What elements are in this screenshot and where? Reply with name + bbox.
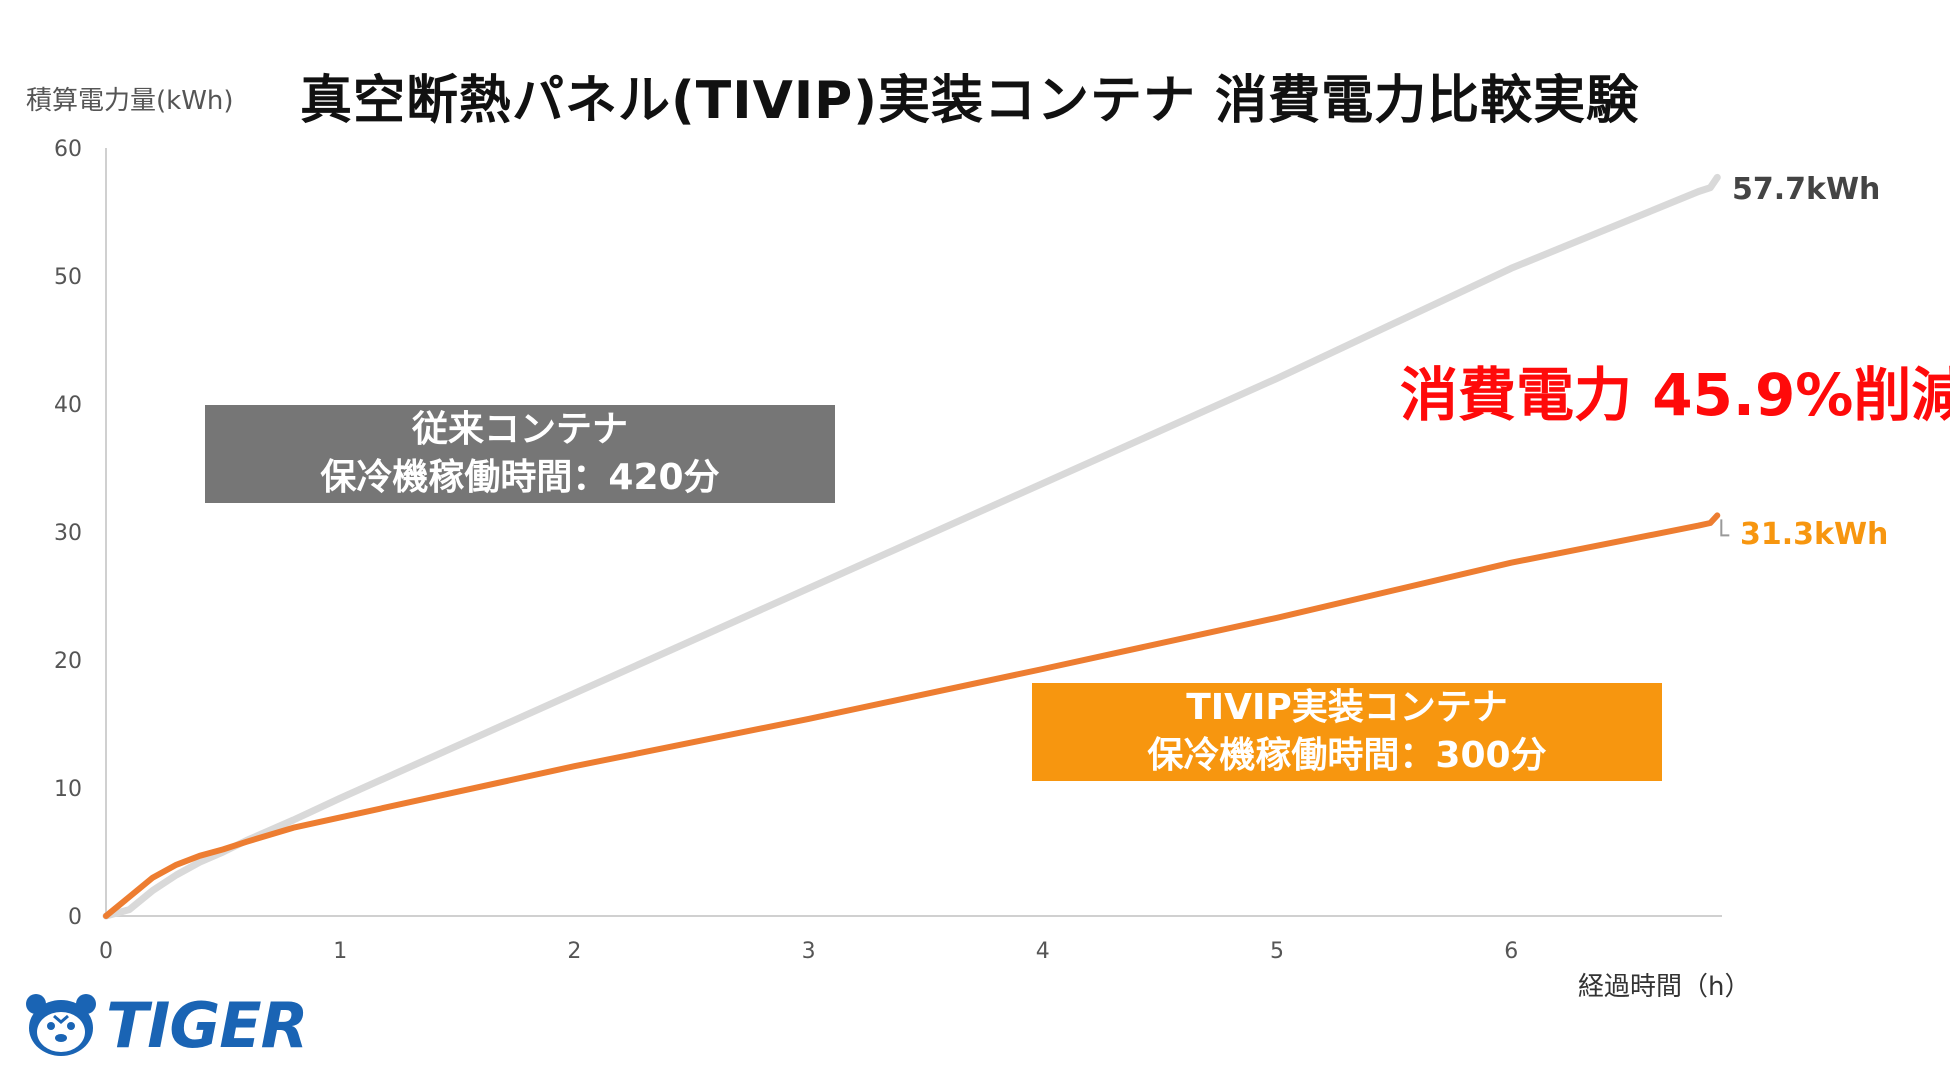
tiger-logo: TIGER	[24, 988, 308, 1062]
tivip-container-label: TIVIP実装コンテナ	[1186, 687, 1508, 728]
tivip-end-value: 31.3kWh	[1740, 517, 1889, 552]
y-tick-label: 10	[54, 777, 82, 802]
tiger-face-icon	[26, 994, 96, 1056]
legacy-container-box: 従来コンテナ 保冷機稼働時間：420分	[205, 405, 835, 503]
y-axis-label: 積算電力量(kWh)	[26, 86, 234, 116]
x-tick-label: 6	[1504, 939, 1518, 964]
tivip-runtime-label: 保冷機稼働時間：300分	[1147, 735, 1547, 776]
x-tick-label: 2	[567, 939, 581, 964]
reduction-callout: 消費電力 45.9%削減	[1400, 361, 1950, 429]
chart-title: 真空断熱パネル(TIVIP)実装コンテナ 消費電力比較実験	[300, 71, 1640, 131]
y-tick-label: 60	[54, 137, 82, 162]
y-tick-label: 20	[54, 649, 82, 674]
x-tick-label: 1	[333, 939, 347, 964]
x-tick-label: 0	[99, 939, 113, 964]
y-tick-label: 0	[68, 905, 82, 930]
logo-text: TIGER	[106, 988, 308, 1062]
series-line-legacy	[102, 173, 1721, 920]
y-tick-label: 40	[54, 393, 82, 418]
tivip-container-box: TIVIP実装コンテナ 保冷機稼働時間：300分	[1032, 683, 1662, 781]
x-tick-label: 3	[802, 939, 816, 964]
legacy-runtime-label: 保冷機稼働時間：420分	[320, 457, 720, 498]
y-tick-label: 30	[54, 521, 82, 546]
y-tick-label: 50	[54, 265, 82, 290]
tivip-end-leader	[1720, 519, 1730, 537]
x-axis-label: 経過時間（h）	[1578, 972, 1751, 1002]
legacy-end-value: 57.7kWh	[1732, 172, 1881, 207]
legacy-container-label: 従来コンテナ	[411, 409, 628, 450]
x-tick-label: 5	[1270, 939, 1284, 964]
x-tick-label: 4	[1036, 939, 1050, 964]
